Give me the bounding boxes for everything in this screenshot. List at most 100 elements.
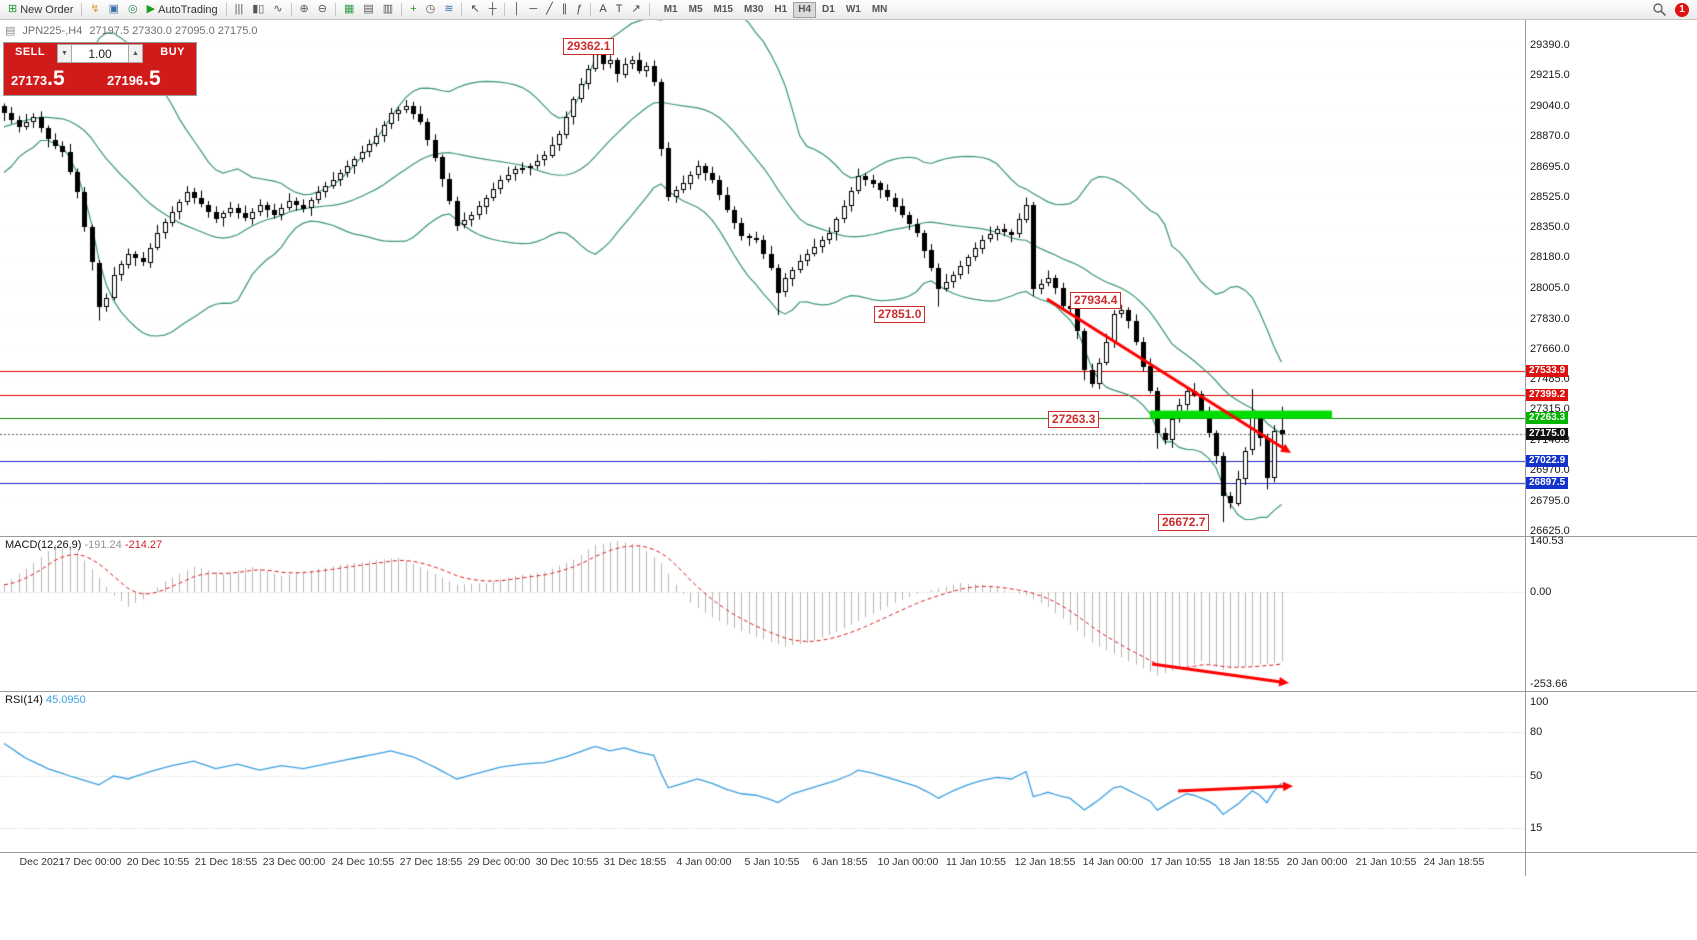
- candlestick-chart-icon[interactable]: ▮▯: [248, 1, 268, 19]
- toolbar-separator: [401, 3, 403, 16]
- rsi-indicator-label: RSI(14) 45.0950: [5, 694, 86, 706]
- quick-trade-icon-icon: ↯: [90, 3, 100, 15]
- text-label-icon[interactable]: T: [612, 1, 627, 19]
- lot-size-input[interactable]: [72, 44, 128, 63]
- timeframe-selector: M1 M5 M15 M30 H1 H4 D1 W1 MN: [659, 1, 893, 18]
- trendline-icon-icon: ╱: [546, 3, 553, 15]
- lot-decrease-button[interactable]: ▼: [57, 44, 72, 63]
- quick-trade-icon[interactable]: ↯: [86, 1, 103, 19]
- charts-icon-icon: ▣: [108, 3, 120, 15]
- vertical-line-icon-icon: │: [513, 3, 521, 15]
- price-axis-border: [1525, 20, 1526, 876]
- cursor-icon[interactable]: ↖: [466, 1, 483, 19]
- text-icon-icon: A: [599, 3, 607, 15]
- toolbar-right: 1: [1652, 2, 1693, 17]
- fibonacci-icon[interactable]: ƒ: [572, 1, 586, 19]
- toolbar-separator: [225, 3, 227, 16]
- buy-label: BUY: [160, 46, 185, 58]
- timeframe-h1[interactable]: H1: [769, 2, 792, 18]
- crosshair-icon[interactable]: ┼: [485, 1, 501, 19]
- line-chart-icon-icon: ∿: [273, 3, 283, 15]
- timeframe-d1[interactable]: D1: [817, 2, 840, 18]
- chart-symbol-icon: ▤: [5, 24, 16, 37]
- macd-name: MACD(12,26,9): [5, 539, 82, 551]
- notification-badge[interactable]: 1: [1675, 2, 1689, 17]
- time-axis-separator: [0, 852, 1697, 853]
- tile-windows-icon-icon: ▤: [363, 3, 374, 15]
- templates-icon[interactable]: ≋: [440, 1, 457, 19]
- cascade-windows-icon[interactable]: ▥: [379, 1, 397, 19]
- timeframe-w1[interactable]: W1: [841, 2, 866, 18]
- toolbar-items: ⊞ New Order ↯ ▣ ◎ ▶ AutoTrading ||| ▮▯ ∿ ⊕ ⊖ ▦ ▤ ▥ + ◷ ≋ ↖…: [4, 1, 653, 19]
- rsi-name: RSI(14): [5, 694, 43, 706]
- new-window-icon-icon: ▦: [343, 3, 355, 15]
- trendline-icon[interactable]: ╱: [542, 1, 557, 19]
- timeframe-h4[interactable]: H4: [793, 1, 817, 18]
- price-axis[interactable]: [1526, 20, 1697, 852]
- toolbar-separator: [81, 3, 83, 16]
- one-click-trading-panel: SELL 27173.5 BUY 27196.5 ▼ ▲: [3, 42, 197, 96]
- zoom-out-icon-icon: ⊖: [317, 3, 327, 15]
- timeframe-mn[interactable]: MN: [867, 2, 893, 18]
- charts-icon[interactable]: ▣: [105, 1, 123, 19]
- templates-icon-icon: ≋: [444, 3, 454, 15]
- time-axis[interactable]: [0, 853, 1697, 877]
- text-label-icon-icon: T: [615, 3, 623, 15]
- macd-indicator-label: MACD(12,26,9) -191.24 -214.27: [5, 539, 162, 551]
- channel-icon-icon: ∥: [561, 3, 568, 15]
- timeframe-m15[interactable]: M15: [709, 2, 738, 18]
- lot-increase-button[interactable]: ▲: [128, 44, 143, 63]
- cascade-windows-icon-icon: ▥: [382, 3, 394, 15]
- chart-symbol-period: JPN225-,H4: [22, 25, 83, 37]
- bar-chart-icon[interactable]: |||: [231, 1, 248, 19]
- timeframe-m1[interactable]: M1: [659, 2, 683, 18]
- sell-price: 27173.5: [11, 67, 65, 90]
- cursor-icon-icon: ↖: [470, 3, 480, 15]
- toolbar-separator: [590, 3, 592, 16]
- panel-separator-rsi[interactable]: [0, 691, 1697, 692]
- text-icon[interactable]: A: [595, 1, 610, 19]
- periods-icon-icon: ◷: [425, 3, 436, 15]
- indicators-icon-icon: +: [410, 3, 417, 15]
- buy-price: 27196.5: [107, 67, 161, 90]
- horizontal-line-icon-icon: ─: [529, 3, 538, 15]
- timeframe-m5[interactable]: M5: [684, 2, 708, 18]
- autotrading-icon: ▶: [146, 3, 156, 15]
- arrows-icon-icon: ↗: [631, 3, 641, 15]
- indicators-icon[interactable]: +: [406, 1, 420, 19]
- timeframe-m30[interactable]: M30: [739, 2, 768, 18]
- new-window-icon[interactable]: ▦: [340, 1, 358, 19]
- candlestick-chart-icon-icon: ▮▯: [252, 3, 265, 15]
- periods-icon[interactable]: ◷: [422, 1, 440, 19]
- toolbar-separator: [504, 3, 506, 16]
- toolbar-button-label: New Order: [20, 3, 74, 16]
- sell-label: SELL: [15, 46, 46, 58]
- zoom-in-icon[interactable]: ⊕: [296, 1, 313, 19]
- bar-chart-icon-icon: |||: [234, 3, 244, 15]
- new-order-icon: ⊞: [8, 3, 18, 15]
- toolbar-separator: [648, 3, 650, 16]
- profiles-icon-icon: ◎: [128, 3, 138, 15]
- buy-button[interactable]: BUY 27196.5: [100, 43, 196, 95]
- panel-separator-macd[interactable]: [0, 536, 1697, 537]
- toolbar: ⊞ New Order ↯ ▣ ◎ ▶ AutoTrading ||| ▮▯ ∿ ⊕ ⊖ ▦ ▤ ▥ + ◷ ≋ ↖…: [0, 0, 1697, 20]
- fibonacci-icon-icon: ƒ: [576, 3, 583, 15]
- lot-size-control: ▼ ▲: [57, 44, 143, 63]
- new-order-button[interactable]: ⊞ New Order: [4, 1, 77, 19]
- crosshair-icon-icon: ┼: [488, 3, 497, 15]
- horizontal-line-icon[interactable]: ─: [525, 1, 541, 19]
- profiles-icon[interactable]: ◎: [124, 1, 142, 19]
- channel-icon[interactable]: ∥: [558, 1, 572, 19]
- chart-ohlc-values: 27197.5 27330.0 27095.0 27175.0: [89, 25, 258, 37]
- chart-info-line: ▤ JPN225-,H4 27197.5 27330.0 27095.0 271…: [5, 25, 258, 37]
- arrows-icon[interactable]: ↗: [627, 1, 644, 19]
- tile-windows-icon[interactable]: ▤: [359, 1, 377, 19]
- line-chart-icon[interactable]: ∿: [269, 1, 286, 19]
- search-icon[interactable]: [1652, 2, 1667, 17]
- toolbar-button-label: AutoTrading: [158, 3, 218, 16]
- autotrading-button[interactable]: ▶ AutoTrading: [143, 1, 222, 19]
- vertical-line-icon[interactable]: │: [509, 1, 524, 19]
- macd-main-value: -191.24: [84, 539, 122, 551]
- zoom-out-icon[interactable]: ⊖: [314, 1, 331, 19]
